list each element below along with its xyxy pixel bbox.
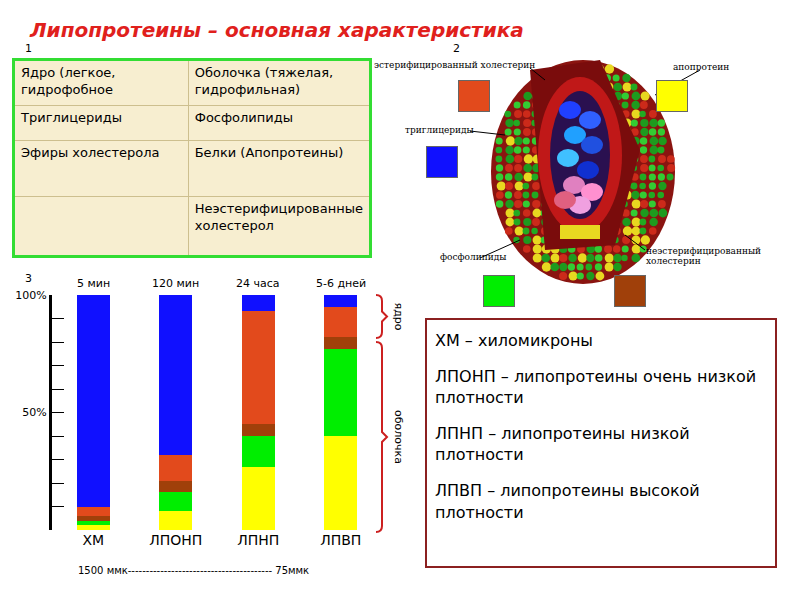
html-text:1500 ммк----------------------: 1500 ммк--------------------------------… xyxy=(78,565,310,576)
html-text:триглицериды: триглицериды xyxy=(405,125,474,135)
svg-text:оболочка: оболочка xyxy=(392,410,405,464)
html-text:апопротеин: апопротеин xyxy=(673,62,730,72)
svg-text:ядро: ядро xyxy=(392,303,405,331)
svg-text:5-6 дней: 5-6 дней xyxy=(316,277,366,290)
svg-text:120 мин: 120 мин xyxy=(152,277,199,290)
html-text:1: 1 xyxy=(25,42,32,55)
html-text:Белки (Апопротеины): Белки (Апопротеины) xyxy=(194,145,344,161)
html-text:3: 3 xyxy=(25,272,32,285)
html-text:ХМ – хиломикроны: ХМ – хиломикроны xyxy=(435,331,593,350)
html-text:Триглицериды: Триглицериды xyxy=(21,110,122,126)
html-text:ЛПНП – липопротеины низкой пло: ЛПНП – липопротеины низкой плотности xyxy=(435,423,690,465)
svg-text:ЛПОНП: ЛПОНП xyxy=(149,532,202,548)
html-text:2: 2 xyxy=(453,42,460,55)
html-text:Ядро (легкое, гидрофобное: Ядро (легкое, гидрофобное xyxy=(21,65,116,97)
html-text:эстерифицированный холестерин: эстерифицированный холестерин xyxy=(374,60,536,70)
html-text:Оболочка (тяжелая, гидрофильна: Оболочка (тяжелая, гидрофильная) xyxy=(194,65,334,97)
svg-text:24 часа: 24 часа xyxy=(236,277,280,290)
html-text:Липопротеины – основная характ: Липопротеины – основная характеристика xyxy=(30,18,524,42)
svg-text:ЛПВП: ЛПВП xyxy=(320,532,361,548)
html-text:Неэстерифицированные холестеро: Неэстерифицированные холестерол xyxy=(194,200,363,233)
html-text:Фосфолипиды: Фосфолипиды xyxy=(194,110,293,126)
svg-text:ЛПНП: ЛПНП xyxy=(237,532,279,548)
html-text:фосфолипиды: фосфолипиды xyxy=(440,252,507,262)
html-text:Эфиры холестерола: Эфиры холестерола xyxy=(21,145,160,161)
svg-text:50%: 50% xyxy=(22,406,46,419)
svg-text:5 мин: 5 мин xyxy=(77,277,110,290)
html-text:ЛПВП – липопротеины высокой пл: ЛПВП – липопротеины высокой плотности xyxy=(435,481,700,522)
html-text:неэстерифицированный холестери: неэстерифицированный холестерин xyxy=(646,246,762,267)
html-text:ЛПОНП – липопротеины очень низ: ЛПОНП – липопротеины очень низкой плотно… xyxy=(435,366,757,408)
svg-text:ХМ: ХМ xyxy=(82,532,104,548)
svg-text:100%: 100% xyxy=(15,289,46,302)
